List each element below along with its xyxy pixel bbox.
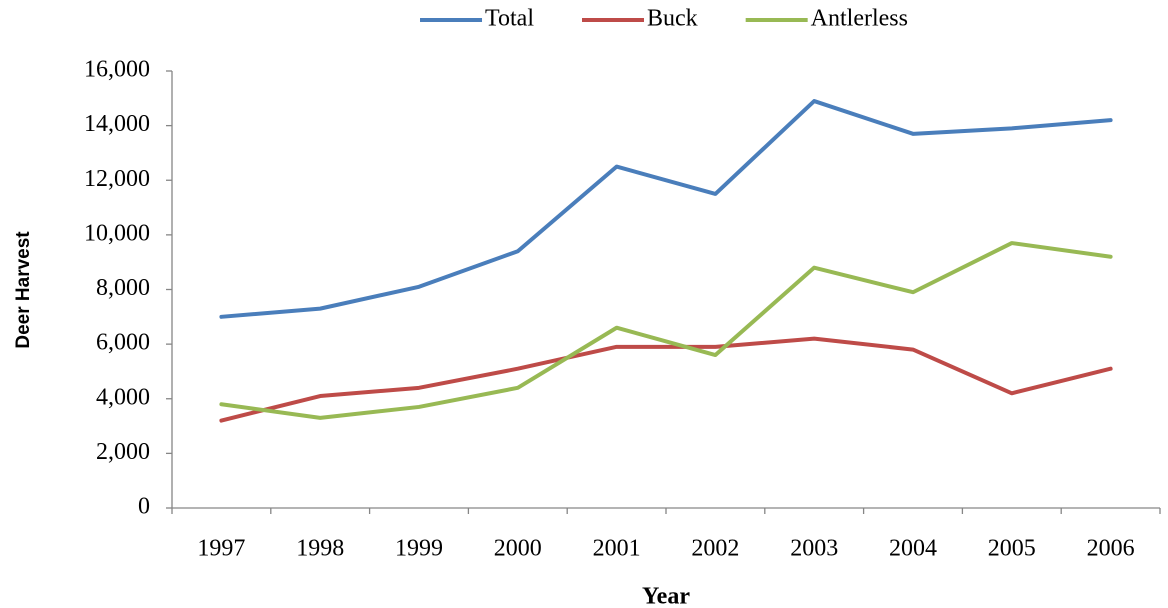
series-line bbox=[219, 336, 1113, 423]
y-tick-label: 10,000 bbox=[84, 220, 150, 246]
x-tick-label: 2003 bbox=[790, 536, 838, 562]
legend-label: Buck bbox=[647, 6, 698, 32]
legend-label: Total bbox=[485, 6, 534, 32]
y-tick-label: 8,000 bbox=[96, 275, 150, 301]
x-tick-label: 1997 bbox=[197, 536, 245, 562]
x-axis-label: Year bbox=[642, 584, 690, 608]
y-tick-label: 2,000 bbox=[96, 439, 150, 465]
series-line bbox=[219, 241, 1113, 420]
series-line bbox=[219, 99, 1113, 319]
y-tick-label: 6,000 bbox=[96, 330, 150, 356]
x-tick-label: 1999 bbox=[395, 536, 443, 562]
legend-label: Antlerless bbox=[811, 6, 908, 32]
y-tick-label: 0 bbox=[138, 494, 150, 520]
x-tick-label: 2006 bbox=[1087, 536, 1135, 562]
x-tick-label: 2002 bbox=[691, 536, 739, 562]
y-tick-label: 12,000 bbox=[84, 166, 150, 192]
x-tick-label: 1998 bbox=[296, 536, 344, 562]
x-tick-label: 2000 bbox=[494, 536, 542, 562]
y-axis-label: Deer Harvest bbox=[13, 231, 34, 349]
x-tick-label: 2001 bbox=[593, 536, 641, 562]
x-tick-label: 2005 bbox=[988, 536, 1036, 562]
x-tick-label: 2004 bbox=[889, 536, 937, 562]
y-tick-label: 14,000 bbox=[84, 111, 150, 137]
y-tick-label: 4,000 bbox=[96, 384, 150, 410]
y-tick-label: 16,000 bbox=[84, 57, 150, 83]
